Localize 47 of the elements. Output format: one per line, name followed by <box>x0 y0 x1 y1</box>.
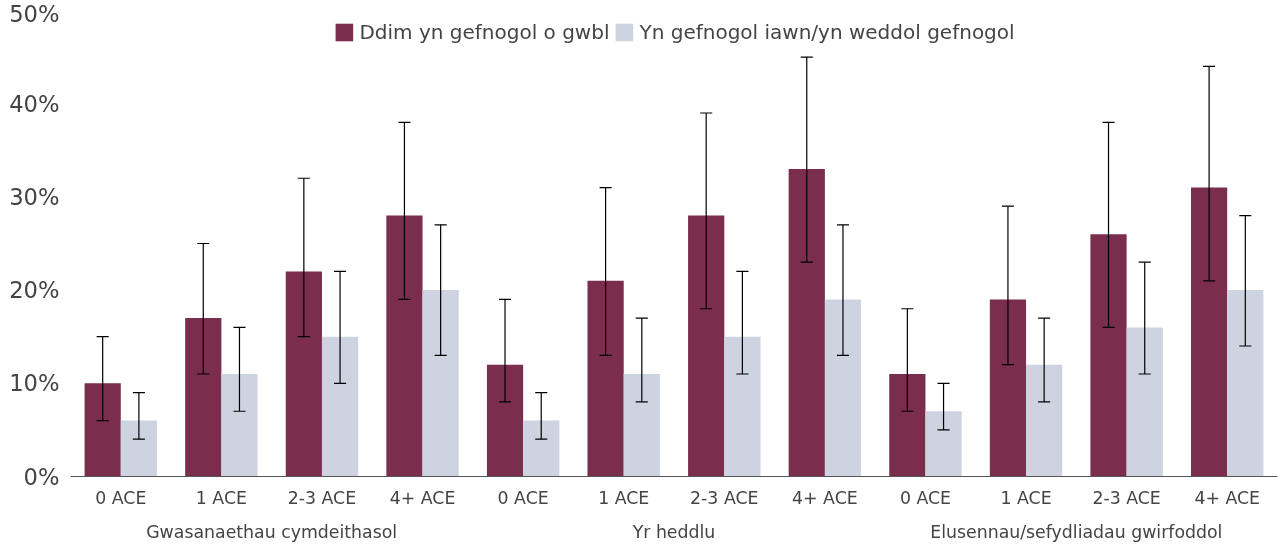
bar <box>1026 364 1063 477</box>
bar <box>285 271 322 477</box>
bar <box>724 336 761 477</box>
bar <box>422 290 459 477</box>
bar <box>1227 290 1264 477</box>
x-tick-label: 1 ACE <box>1000 487 1052 508</box>
y-tick-label: 50% <box>9 0 60 27</box>
y-tick-label: 20% <box>9 277 60 304</box>
text: Yr heddlu <box>631 521 716 542</box>
bar <box>788 168 825 477</box>
bar <box>1090 234 1127 477</box>
bar <box>120 420 157 477</box>
text: Gwasanaethau cymdeithasol <box>146 521 398 542</box>
x-tick-label: 0 ACE <box>95 487 147 508</box>
bar <box>989 299 1027 477</box>
x-tick-label: 2-3 ACE <box>1092 487 1161 508</box>
x-tick-label: 4+ ACE <box>792 487 858 508</box>
bar <box>587 280 624 477</box>
x-tick-label: 4+ ACE <box>1194 487 1261 508</box>
bar <box>1126 327 1163 477</box>
bar <box>523 420 560 477</box>
bar <box>185 318 222 477</box>
x-tick-label: 4+ ACE <box>389 487 456 508</box>
y-tick-label: 10% <box>9 370 60 397</box>
bar <box>688 215 725 477</box>
x-tick-label: 2-3 ACE <box>287 487 357 508</box>
bar <box>386 215 423 477</box>
y-tick-label: 0% <box>23 463 60 490</box>
bar <box>321 336 359 477</box>
bar <box>486 364 524 477</box>
bar <box>824 299 862 477</box>
x-tick-label: 1 ACE <box>598 487 650 508</box>
bar <box>221 373 258 477</box>
x-tick-label: 0 ACE <box>497 487 549 508</box>
x-tick-label: 2-3 ACE <box>690 487 759 508</box>
bar <box>84 383 121 477</box>
bar <box>623 373 660 477</box>
x-tick-label: 0 ACE <box>899 487 952 508</box>
y-tick-label: 30% <box>9 183 60 210</box>
legend-label: Yn gefnogol iawn/yn weddol gefnogol <box>639 20 1015 44</box>
legend-label: Ddim yn gefnogol o gwbl <box>359 20 610 44</box>
y-tick-label: 40% <box>9 90 60 117</box>
text: Elusennau/sefydliadau gwirfoddol <box>930 521 1223 542</box>
bar <box>889 373 926 477</box>
bar <box>1191 187 1228 477</box>
x-tick-label: 1 ACE <box>195 487 247 508</box>
bar <box>925 411 962 477</box>
